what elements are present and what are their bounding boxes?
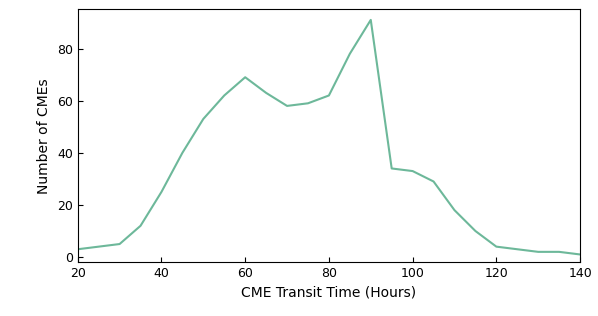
Y-axis label: Number of CMEs: Number of CMEs (37, 78, 51, 194)
X-axis label: CME Transit Time (Hours): CME Transit Time (Hours) (242, 286, 416, 300)
